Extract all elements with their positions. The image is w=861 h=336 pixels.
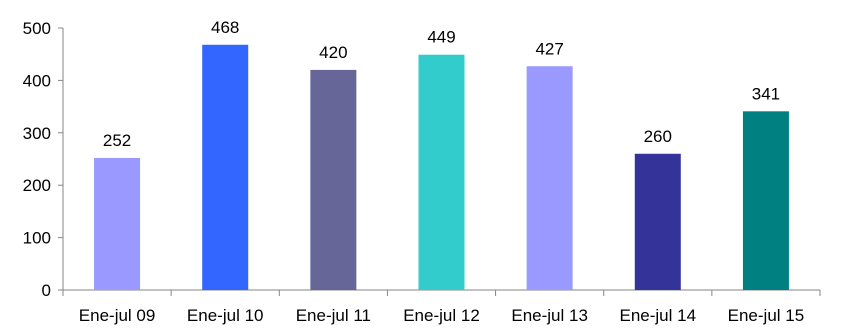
x-tick-label: Ene-jul 13 (511, 306, 588, 325)
y-tick-label: 200 (23, 176, 51, 195)
x-axis: Ene-jul 09 Ene-jul 10 Ene-jul 11 Ene-jul 12… (63, 290, 820, 325)
y-tick-label: 500 (23, 19, 51, 38)
x-tick-label: Ene-jul 15 (728, 306, 805, 325)
bar (419, 55, 465, 290)
bar (310, 70, 356, 290)
data-label: 427 (535, 39, 563, 58)
y-axis: 0 100 200 300 400 500 (23, 19, 63, 300)
data-label: 449 (427, 28, 455, 47)
x-tick-label: Ene-jul 14 (620, 306, 697, 325)
data-label: 341 (752, 84, 780, 103)
bar (94, 158, 140, 290)
x-tick-label: Ene-jul 10 (187, 306, 264, 325)
data-label: 420 (319, 43, 347, 62)
data-label: 468 (211, 18, 239, 37)
bar (635, 154, 681, 290)
x-tick-label: Ene-jul 12 (403, 306, 480, 325)
data-label: 260 (644, 127, 672, 146)
y-tick-label: 300 (23, 124, 51, 143)
bars (94, 45, 789, 290)
y-tick-label: 100 (23, 229, 51, 248)
x-tick-label: Ene-jul 11 (296, 306, 371, 325)
y-tick-label: 400 (23, 71, 51, 90)
bar (202, 45, 248, 290)
bar (743, 111, 789, 290)
y-tick-label: 0 (42, 281, 51, 300)
bar (527, 66, 573, 290)
x-tick-label: Ene-jul 09 (79, 306, 156, 325)
data-label: 252 (103, 131, 131, 150)
